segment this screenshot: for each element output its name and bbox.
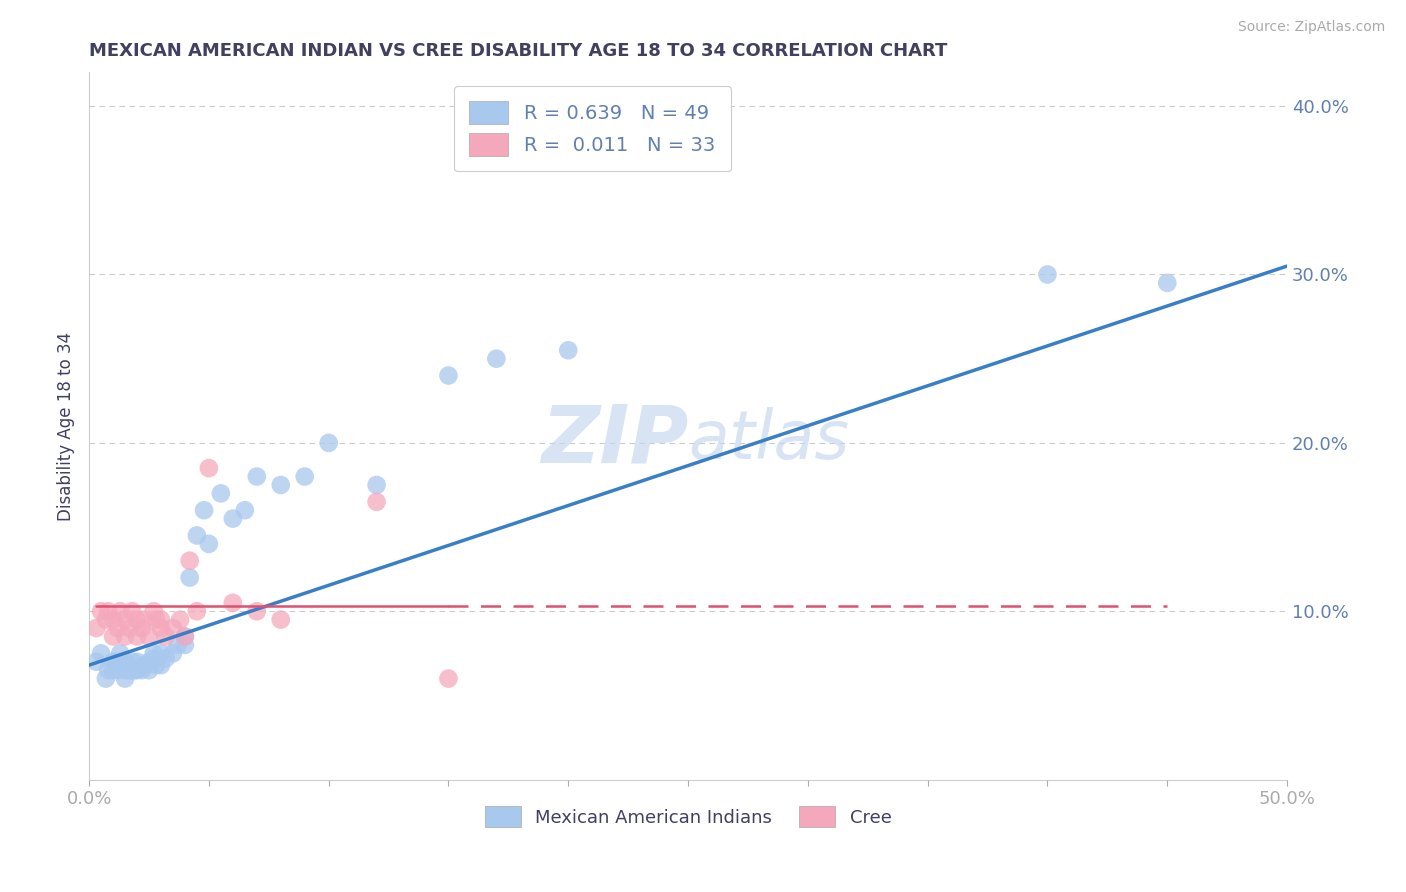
- Point: [114, 613, 136, 627]
- Point: [142, 604, 165, 618]
- Point: [174, 630, 197, 644]
- Point: [138, 663, 160, 677]
- Point: [179, 554, 201, 568]
- Point: [101, 630, 124, 644]
- Point: [155, 630, 177, 644]
- Point: [149, 621, 172, 635]
- Point: [209, 486, 232, 500]
- Point: [162, 646, 184, 660]
- Point: [125, 663, 148, 677]
- Point: [97, 663, 120, 677]
- Point: [94, 613, 117, 627]
- Point: [142, 646, 165, 660]
- Point: [179, 570, 201, 584]
- Point: [134, 658, 156, 673]
- Point: [125, 630, 148, 644]
- Point: [125, 655, 148, 669]
- Text: MEXICAN AMERICAN INDIAN VS CREE DISABILITY AGE 18 TO 34 CORRELATION CHART: MEXICAN AMERICAN INDIAN VS CREE DISABILI…: [89, 42, 948, 60]
- Point: [149, 646, 172, 660]
- Point: [174, 638, 197, 652]
- Point: [101, 663, 124, 677]
- Point: [162, 621, 184, 635]
- Point: [107, 663, 129, 677]
- Point: [142, 651, 165, 665]
- Point: [101, 655, 124, 669]
- Point: [121, 604, 143, 618]
- Point: [124, 663, 146, 677]
- Point: [107, 621, 129, 635]
- Point: [138, 655, 160, 669]
- Point: [437, 672, 460, 686]
- Point: [145, 613, 167, 627]
- Text: atlas: atlas: [688, 407, 849, 473]
- Point: [1156, 276, 1178, 290]
- Y-axis label: Disability Age 18 to 34: Disability Age 18 to 34: [58, 332, 75, 521]
- Point: [318, 435, 340, 450]
- Point: [174, 630, 197, 644]
- Point: [198, 537, 221, 551]
- Point: [118, 621, 141, 635]
- Point: [169, 613, 191, 627]
- Point: [125, 613, 148, 627]
- Point: [94, 672, 117, 686]
- Point: [149, 613, 172, 627]
- Point: [84, 621, 107, 635]
- Point: [1036, 268, 1059, 282]
- Point: [145, 658, 167, 673]
- Point: [114, 655, 136, 669]
- Point: [198, 461, 221, 475]
- Point: [222, 511, 245, 525]
- Point: [186, 604, 208, 618]
- Point: [270, 478, 292, 492]
- Point: [138, 630, 160, 644]
- Point: [557, 343, 579, 358]
- Point: [246, 469, 269, 483]
- Point: [114, 663, 136, 677]
- Text: ZIP: ZIP: [541, 401, 688, 479]
- Point: [131, 621, 153, 635]
- Point: [84, 655, 107, 669]
- Point: [193, 503, 215, 517]
- Point: [233, 503, 256, 517]
- Point: [366, 478, 388, 492]
- Point: [366, 495, 388, 509]
- Point: [110, 604, 132, 618]
- Point: [114, 672, 136, 686]
- Point: [114, 630, 136, 644]
- Point: [155, 651, 177, 665]
- Point: [149, 658, 172, 673]
- Text: Source: ZipAtlas.com: Source: ZipAtlas.com: [1237, 20, 1385, 34]
- Point: [186, 528, 208, 542]
- Point: [294, 469, 316, 483]
- Point: [118, 663, 141, 677]
- Point: [485, 351, 508, 366]
- Point: [110, 646, 132, 660]
- Point: [270, 613, 292, 627]
- Point: [121, 663, 143, 677]
- Legend: Mexican American Indians, Cree: Mexican American Indians, Cree: [478, 799, 898, 834]
- Point: [107, 655, 129, 669]
- Point: [134, 613, 156, 627]
- Point: [101, 613, 124, 627]
- Point: [437, 368, 460, 383]
- Point: [131, 663, 153, 677]
- Point: [246, 604, 269, 618]
- Point: [90, 604, 112, 618]
- Point: [166, 638, 188, 652]
- Point: [90, 646, 112, 660]
- Point: [121, 655, 143, 669]
- Point: [222, 596, 245, 610]
- Point: [97, 604, 120, 618]
